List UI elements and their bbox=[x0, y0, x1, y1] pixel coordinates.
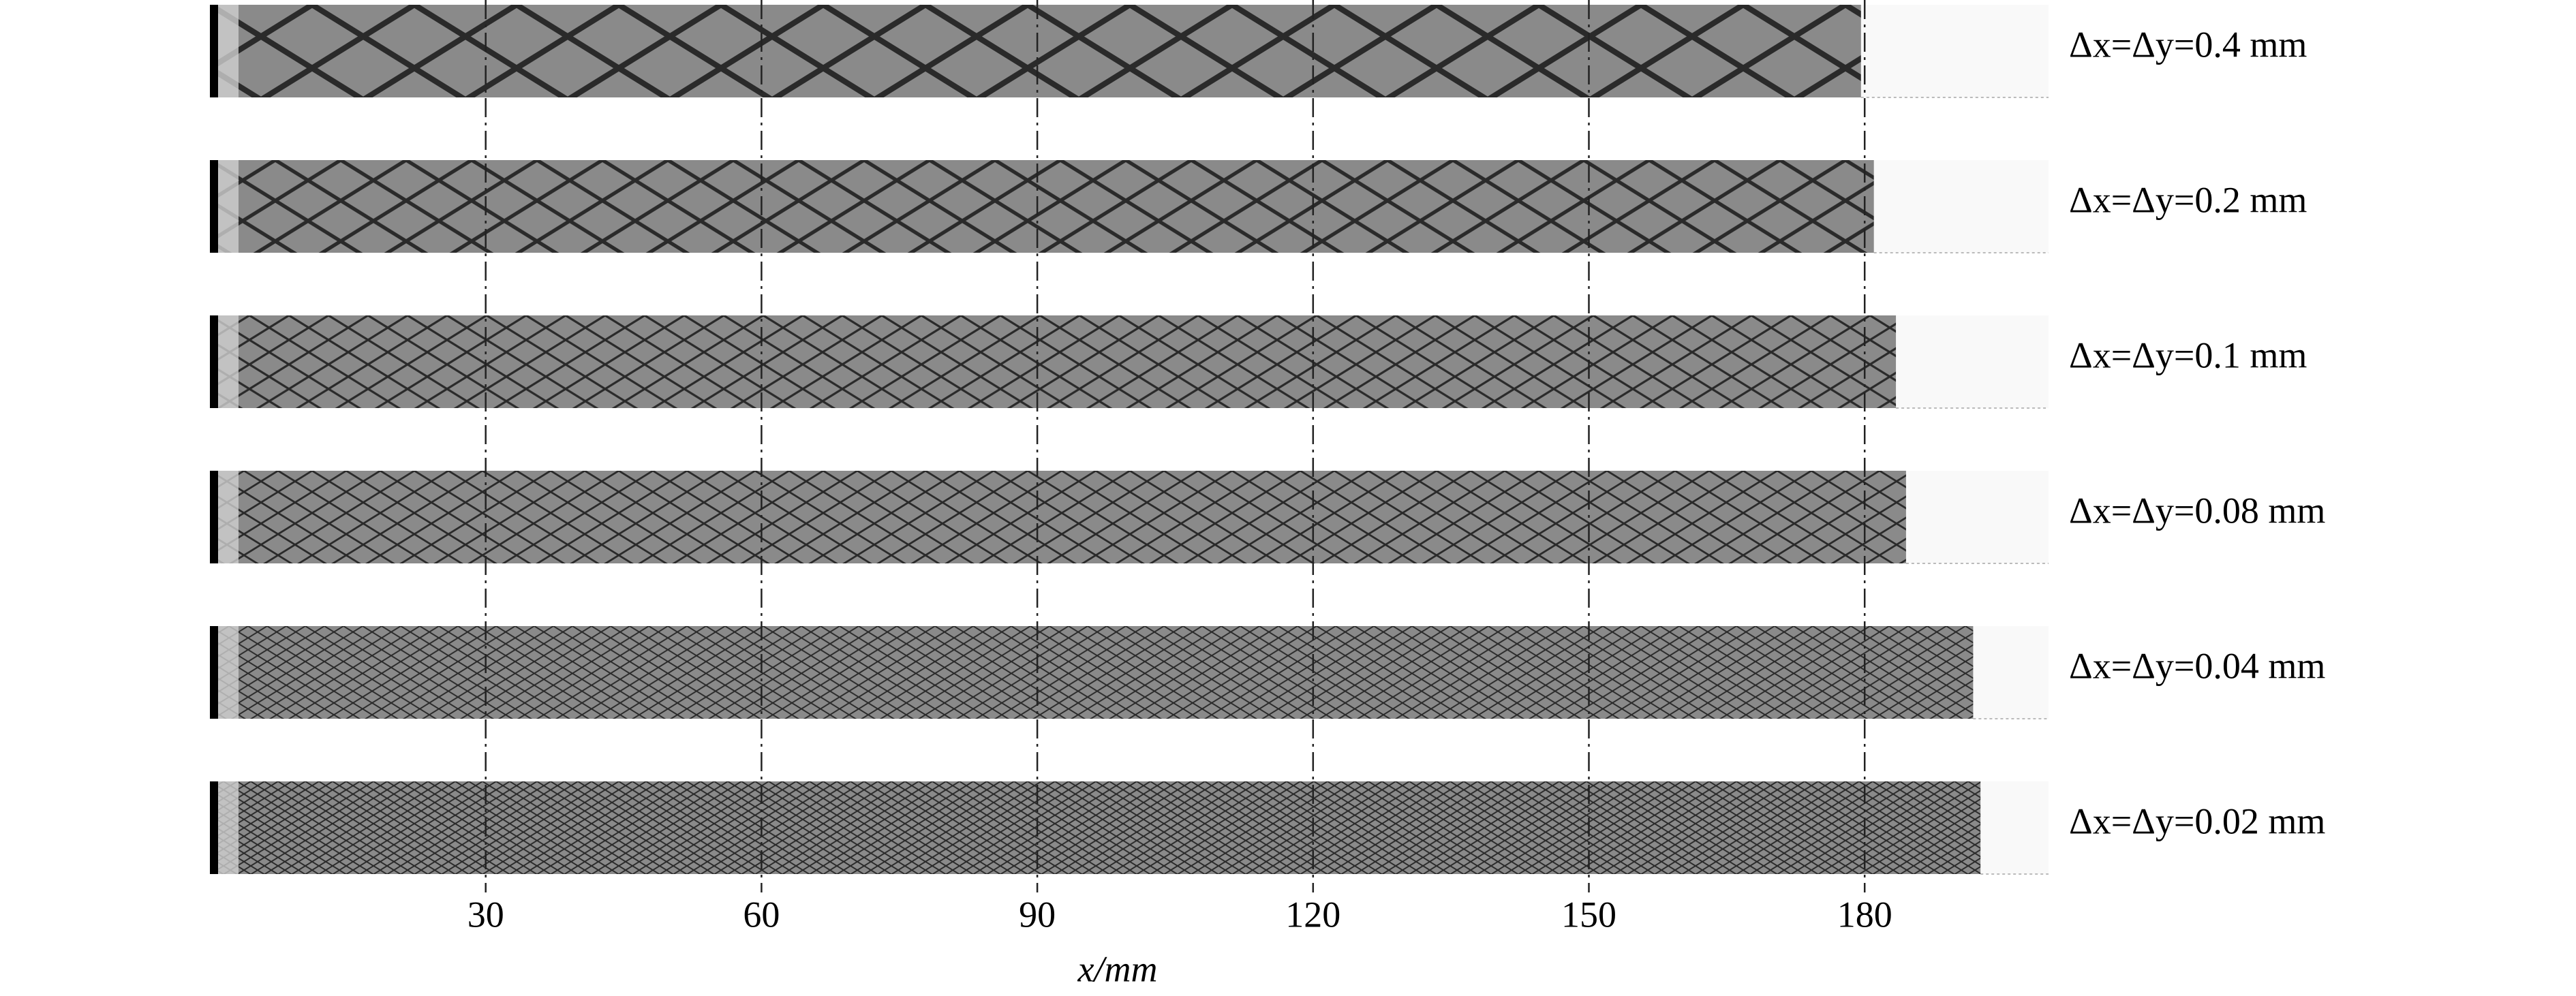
cell-pattern bbox=[210, 160, 1874, 253]
x-tick-label: 120 bbox=[1285, 894, 1340, 935]
x-tick-label: 60 bbox=[743, 894, 780, 935]
cell-pattern bbox=[210, 781, 1981, 874]
left-wall bbox=[210, 5, 218, 97]
inflow-band bbox=[218, 315, 239, 408]
left-wall bbox=[210, 781, 218, 874]
x-tick-label: 150 bbox=[1561, 894, 1616, 935]
left-wall bbox=[210, 626, 218, 719]
series-label: Δx=Δy=0.02 mm bbox=[2069, 800, 2325, 841]
series-label: Δx=Δy=0.04 mm bbox=[2069, 645, 2325, 686]
x-tick-label: 90 bbox=[1019, 894, 1056, 935]
series-label: Δx=Δy=0.2 mm bbox=[2069, 179, 2307, 220]
x-axis-label: x/mm bbox=[1077, 948, 1158, 989]
inflow-band bbox=[218, 5, 239, 97]
inflow-band bbox=[218, 160, 239, 253]
inflow-band bbox=[218, 781, 239, 874]
x-tick-label: 180 bbox=[1837, 894, 1892, 935]
cell-pattern bbox=[210, 315, 1897, 408]
series-label: Δx=Δy=0.4 mm bbox=[2069, 24, 2307, 65]
cell-pattern bbox=[210, 471, 1906, 563]
inflow-band bbox=[218, 626, 239, 719]
series-label: Δx=Δy=0.08 mm bbox=[2069, 490, 2325, 531]
series-label: Δx=Δy=0.1 mm bbox=[2069, 334, 2307, 375]
left-wall bbox=[210, 160, 218, 253]
left-wall bbox=[210, 315, 218, 408]
inflow-band bbox=[218, 471, 239, 563]
x-tick-label: 30 bbox=[467, 894, 504, 935]
cell-pattern bbox=[210, 5, 1861, 97]
left-wall bbox=[210, 471, 218, 563]
cell-pattern bbox=[210, 626, 1974, 719]
